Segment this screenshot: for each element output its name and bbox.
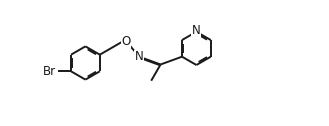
Text: O: O [122, 35, 131, 48]
Text: N: N [192, 24, 201, 37]
Text: Br: Br [43, 65, 56, 78]
Text: N: N [135, 50, 143, 63]
